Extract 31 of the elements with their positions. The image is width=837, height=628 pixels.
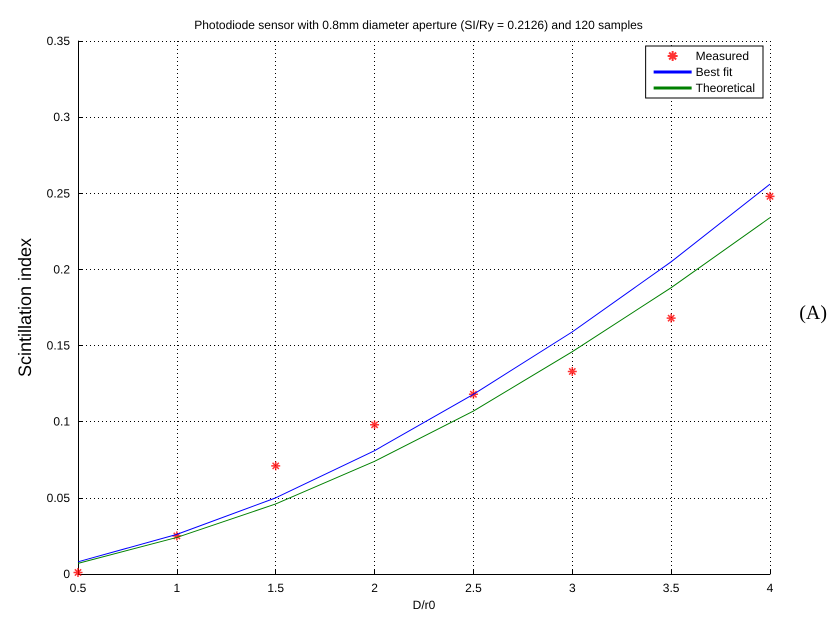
point: [369, 420, 380, 430]
x-tick-label: 4: [766, 581, 774, 595]
point: [567, 366, 578, 377]
y-tick-label: 0.25: [46, 186, 70, 200]
point: [72, 567, 84, 578]
point: [666, 312, 676, 324]
y-tick-label: 0.05: [46, 490, 70, 505]
y-tick-label: 0.3: [53, 110, 70, 124]
x-tick-label: 1: [174, 581, 181, 595]
legend-label: Theoretical: [696, 81, 756, 95]
x-axis-title: D/r0: [412, 598, 436, 612]
legend-label: Measured: [696, 49, 750, 63]
y-tick-label: 0.35: [46, 34, 70, 48]
y-tick-label: 0.1: [53, 414, 70, 429]
text: (A): [799, 302, 827, 324]
point: [172, 530, 182, 542]
x-tick-label: 2.5: [465, 581, 482, 595]
point: [270, 460, 281, 472]
y-tick-label: 0: [63, 567, 70, 581]
y-tick-label: 0.2: [53, 262, 70, 276]
legend-label: Best fit: [696, 65, 733, 79]
x-tick-label: 2: [371, 581, 378, 595]
x-tick-label: 1.5: [267, 581, 284, 595]
chart-title: Photodiode sensor with 0.8mm diameter aperture (SI/Ry = 0.2126) and 120 samples: [194, 18, 643, 32]
x-tick-label: 0.5: [70, 581, 87, 595]
x-tick-label: 3: [568, 581, 576, 595]
y-axis-title: Scintillation index: [15, 238, 35, 378]
point: [468, 389, 479, 400]
point: [764, 191, 776, 202]
y-tick-label: 0.15: [46, 338, 70, 353]
x-tick-label: 3.5: [662, 581, 680, 595]
